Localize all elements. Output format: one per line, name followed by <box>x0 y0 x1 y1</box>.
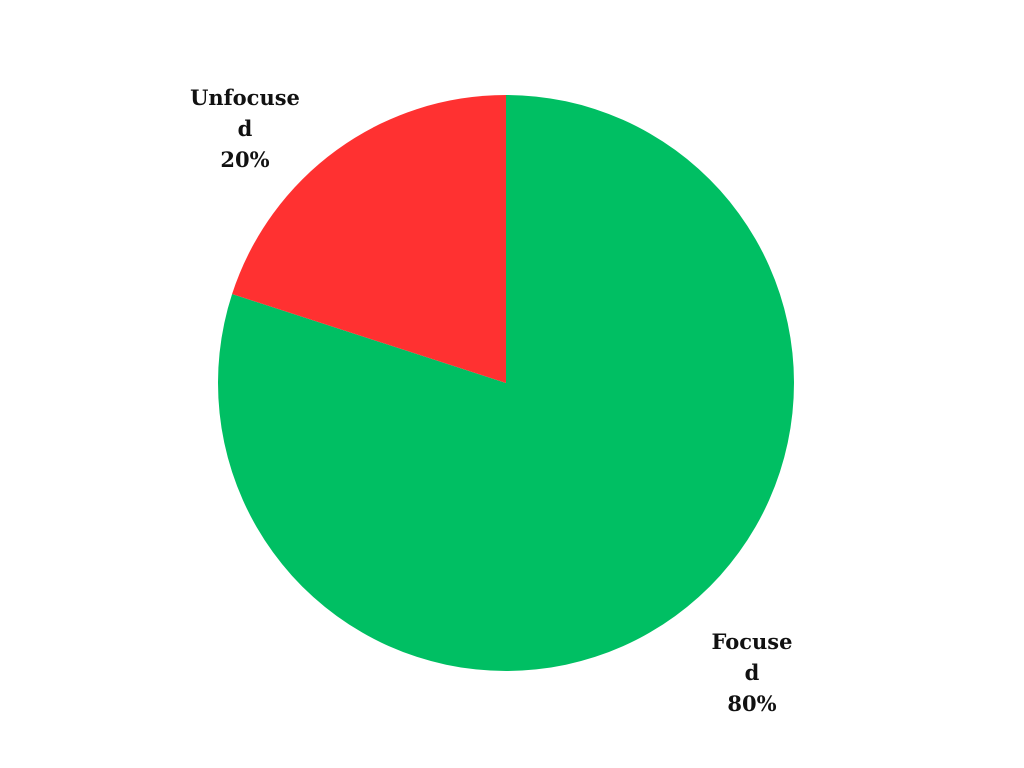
slice-label-focused: Focuse d 80% <box>711 629 792 716</box>
slice-name-label: d <box>238 116 253 141</box>
slice-name-label: Unfocuse <box>190 85 300 110</box>
pie-slice-unfocused <box>232 95 507 383</box>
slice-name-label: Focuse <box>711 629 792 654</box>
slice-value-label: 80% <box>727 691 776 716</box>
slice-label-unfocused: Unfocuse d 20% <box>190 85 300 172</box>
slice-value-label: 20% <box>220 147 269 172</box>
slice-name-label: d <box>745 660 760 685</box>
